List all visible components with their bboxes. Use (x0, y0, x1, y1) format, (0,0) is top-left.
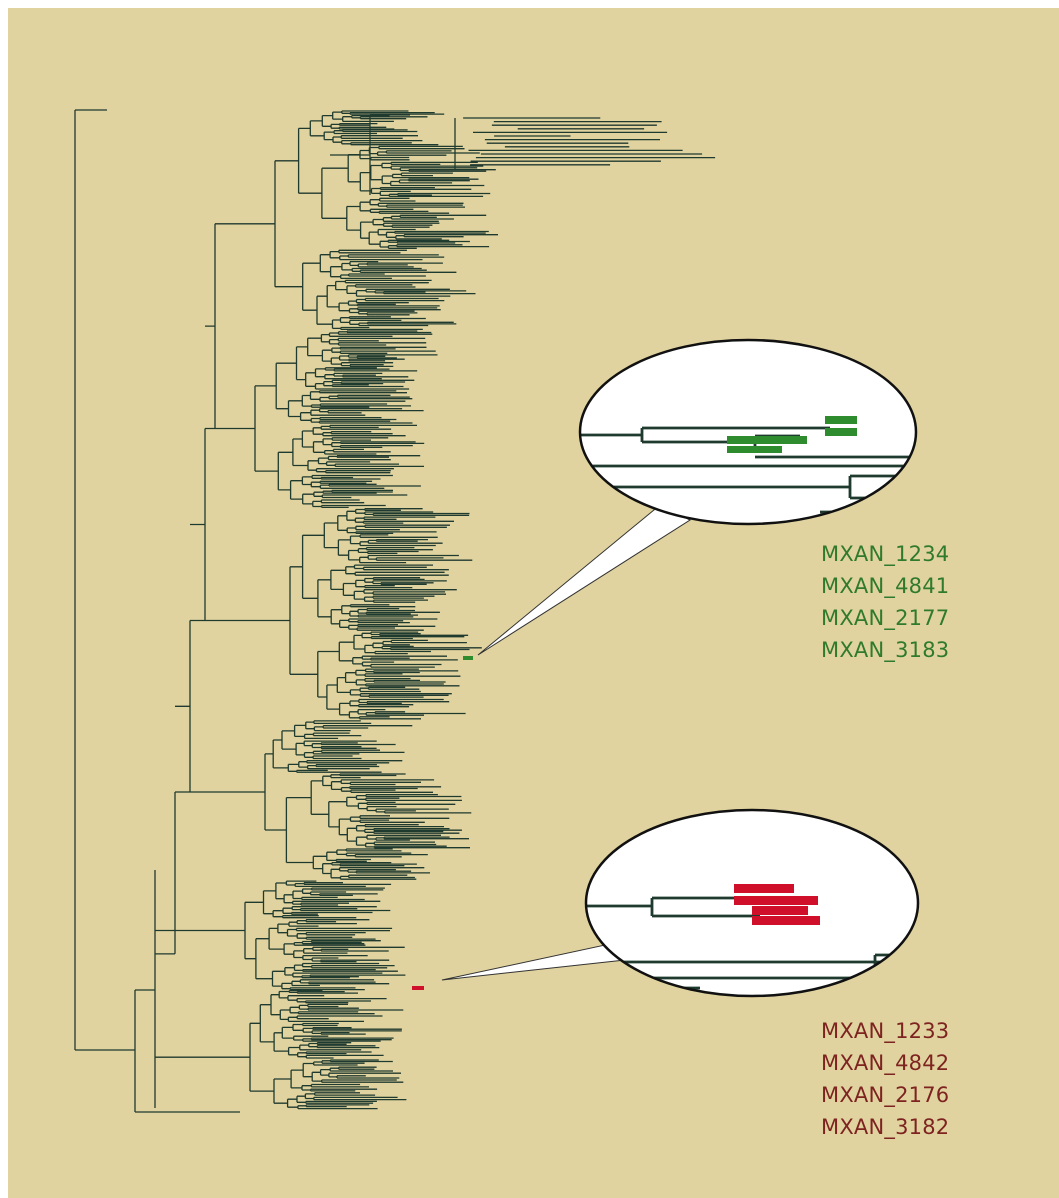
green-gene-label-list: MXAN_1234 MXAN_4841 MXAN_2177 MXAN_3183 (821, 538, 949, 666)
gene-label: MXAN_2176 (821, 1083, 950, 1107)
green-callout (477, 338, 918, 656)
green-zoom-mark (825, 428, 857, 436)
gene-label: MXAN_2177 (821, 606, 950, 630)
green-callout-pointer (477, 504, 692, 656)
gene-label: MXAN_1234 (821, 542, 950, 566)
green-highlight-mark (463, 656, 473, 660)
phylogenetic-tree (74, 109, 920, 1113)
green-callout-outline (578, 338, 918, 526)
red-highlight-mark (412, 986, 424, 990)
gene-label: MXAN_4841 (821, 574, 950, 598)
green-callout-lens (580, 340, 916, 524)
tree-branches (74, 109, 716, 1113)
red-gene-label-list: MXAN_1233 MXAN_4842 MXAN_2176 MXAN_3182 (821, 1015, 949, 1143)
red-zoom-mark (734, 896, 818, 905)
tree-branch-path (74, 109, 716, 1113)
tree-highlight-marks (412, 656, 473, 990)
figure-canvas: MXAN_1234 MXAN_4841 MXAN_2177 MXAN_3183 … (8, 8, 1059, 1198)
red-zoom-mark (752, 916, 820, 925)
gene-label: MXAN_3183 (821, 638, 950, 662)
red-zoom-mark (734, 884, 794, 893)
green-zoom-mark (825, 416, 857, 424)
zoom-callouts (441, 338, 920, 998)
red-callout-pointer (441, 944, 627, 981)
gene-label: MXAN_4842 (821, 1051, 950, 1075)
gene-label: MXAN_1233 (821, 1019, 950, 1043)
green-zoom-mark (727, 436, 807, 444)
red-callout-outline (584, 808, 920, 998)
gene-label: MXAN_3182 (821, 1115, 950, 1139)
red-callout (441, 808, 920, 998)
green-zoom-mark (727, 446, 782, 453)
red-zoom-mark (752, 906, 808, 915)
